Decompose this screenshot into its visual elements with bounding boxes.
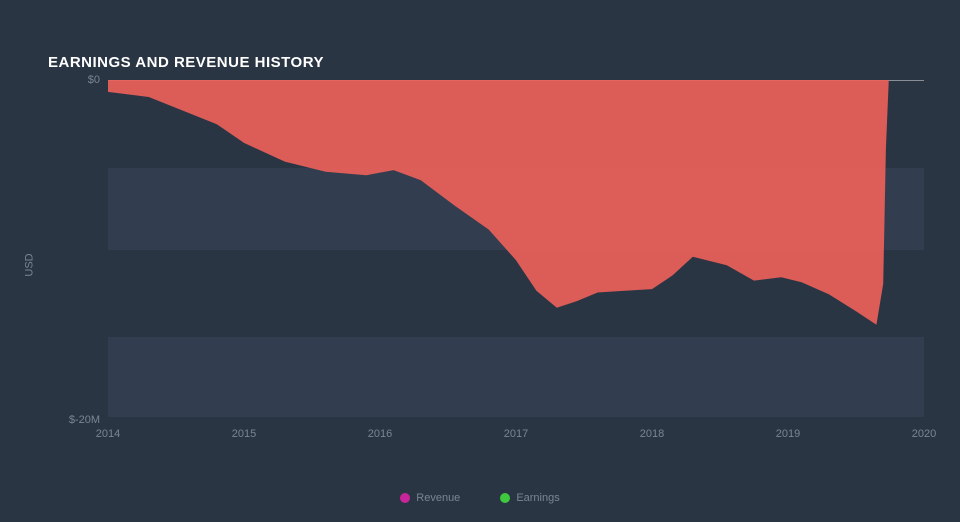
legend-swatch-earnings bbox=[500, 493, 510, 503]
chart-title: EARNINGS AND REVENUE HISTORY bbox=[48, 54, 324, 71]
area-series bbox=[108, 80, 889, 325]
legend-item-revenue: Revenue bbox=[400, 492, 460, 504]
x-tick-label: 2015 bbox=[232, 420, 256, 440]
legend: Revenue Earnings bbox=[0, 492, 960, 504]
x-tick-label: 2014 bbox=[96, 420, 120, 440]
plot-area: $0$-20M2014201520162017201820192020 bbox=[108, 80, 924, 420]
x-tick-label: 2018 bbox=[640, 420, 664, 440]
y-axis-label: USD bbox=[24, 253, 36, 276]
x-tick-label: 2017 bbox=[504, 420, 528, 440]
plot-wrap: USD $0$-20M2014201520162017201820192020 bbox=[48, 80, 924, 450]
legend-label-revenue: Revenue bbox=[416, 492, 460, 504]
x-tick-label: 2020 bbox=[912, 420, 936, 440]
y-tick-label: $0 bbox=[88, 74, 108, 86]
x-tick-label: 2019 bbox=[776, 420, 800, 440]
legend-label-earnings: Earnings bbox=[516, 492, 559, 504]
legend-item-earnings: Earnings bbox=[500, 492, 559, 504]
legend-swatch-revenue bbox=[400, 493, 410, 503]
chart-svg bbox=[108, 80, 924, 420]
x-tick-label: 2016 bbox=[368, 420, 392, 440]
